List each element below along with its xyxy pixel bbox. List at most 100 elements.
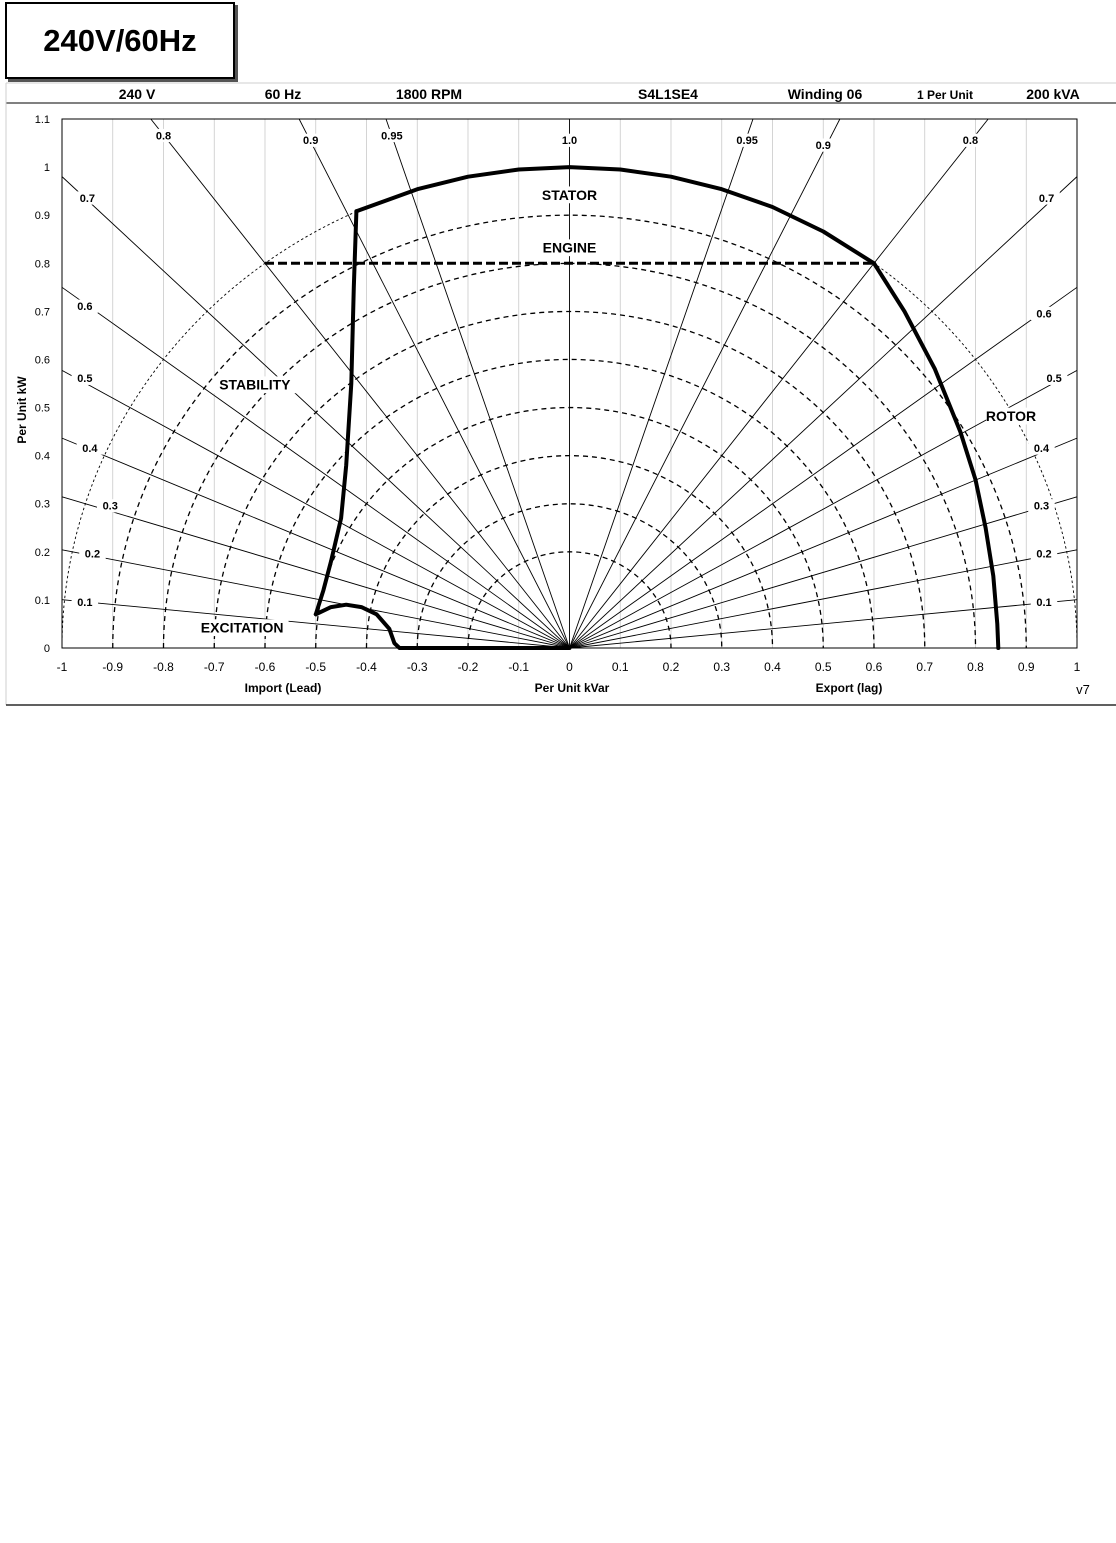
x-tick-label: -1 [57, 660, 68, 674]
x-tick-label: 0.9 [1018, 660, 1035, 674]
x-tick-label: 0.4 [764, 660, 781, 674]
pf-label-bg [71, 299, 99, 313]
region-label: STABILITY [219, 377, 291, 393]
x-axis-label: Per Unit kVar [535, 681, 610, 695]
rotor-limit-curve [872, 261, 1001, 650]
pf-label: 0.6 [77, 301, 92, 313]
pf-label: 0.7 [1039, 193, 1054, 205]
pf-label-bg [71, 371, 99, 385]
pf-label-bg [810, 138, 837, 152]
pf-label-bg [1028, 499, 1055, 513]
pf-label-bg [79, 547, 106, 561]
x-axis-label-right: Export (lag) [816, 681, 883, 695]
pf-label: 0.2 [85, 549, 100, 561]
pf-label: 0.9 [816, 140, 831, 152]
region-label: STATOR [542, 187, 597, 203]
y-tick-label: 0.3 [35, 499, 50, 511]
pf-line [385, 118, 570, 649]
pf-line [61, 549, 570, 649]
pf-label: 0.3 [103, 501, 118, 513]
x-tick-label: -0.8 [153, 660, 174, 674]
pf-label: 0.4 [1034, 443, 1050, 455]
x-tick-label: 0.1 [612, 660, 629, 674]
pf-line [569, 286, 1078, 649]
page-title: 240V/60Hz [5, 2, 235, 79]
pf-label-bg [297, 133, 324, 147]
region-label: ROTOR [986, 408, 1036, 424]
y-tick-label: 1 [44, 162, 50, 174]
y-tick-label: 0 [44, 643, 50, 655]
pf-line [298, 118, 570, 649]
axis-ticks: -1 -0.9 -0.8 -0.7 -0.6 -0.5 -0.4 -0.3 -0.2 -0.1 0 0… [35, 114, 1081, 674]
x-tick-label: 0.3 [713, 660, 730, 674]
y-axis-label: Per Unit kW [15, 376, 29, 444]
x-tick-label: -0.6 [255, 660, 276, 674]
x-tick-label: -0.1 [508, 660, 529, 674]
pf-line [569, 118, 841, 649]
pu-circle [112, 214, 1027, 649]
pf-label-bg [1030, 547, 1058, 561]
pf-label-bg [1030, 306, 1058, 321]
pf-label: 0.2 [1036, 549, 1051, 561]
pf-line [569, 496, 1078, 649]
pf-label: 0.1 [1036, 597, 1051, 609]
x-tick-label: 0 [566, 660, 573, 674]
x-tick-label: -0.2 [458, 660, 479, 674]
x-tick-label: 0.7 [916, 660, 933, 674]
pf-line [61, 286, 570, 649]
pf-line [569, 118, 754, 649]
region-label-bg [540, 239, 599, 257]
limit-curves [265, 165, 1001, 650]
pf-line [61, 369, 570, 649]
pf-label-bg [1030, 595, 1058, 609]
pf-label-bg [957, 133, 984, 147]
stability-limit-curve [313, 209, 359, 617]
y-tick-label: 0.5 [35, 403, 50, 415]
region-label: ENGINE [543, 240, 597, 256]
pf-label: 0.3 [1034, 501, 1049, 513]
pf-line [61, 599, 570, 649]
region-label-bg [195, 619, 289, 637]
pf-line [569, 599, 1078, 649]
pf-label: 0.1 [77, 597, 92, 609]
pf-label: 0.8 [156, 130, 171, 142]
header-rating: 200 kVA [1026, 86, 1079, 102]
pf-line [150, 118, 570, 649]
x-tick-label: 0.5 [815, 660, 832, 674]
y-tick-label: 0.4 [35, 451, 50, 463]
x-tick-label: 0.8 [967, 660, 984, 674]
region-label: EXCITATION [201, 620, 284, 636]
stator-limit-curve [354, 165, 876, 266]
pf-line [569, 437, 1078, 649]
header-unit: 1 Per Unit [917, 88, 973, 102]
x-tick-label: -0.4 [356, 660, 377, 674]
pf-label-bg [76, 441, 104, 455]
pf-label-bg [1028, 441, 1055, 455]
pf-label-bg [71, 595, 99, 609]
x-tick-label: 1 [1074, 660, 1081, 674]
pf-label: 0.8 [963, 135, 978, 147]
header-model: S4L1SE4 [638, 86, 698, 102]
pf-line [61, 437, 570, 649]
y-tick-label: 0.8 [35, 258, 50, 270]
region-label-bg [986, 407, 1036, 425]
header-voltage: 240 V [119, 86, 156, 102]
chart-labels: 0.8 0.9 0.95 0.7 0.6 0.5 0.4 0.3 0.2 0.1 1.0 0.95 0.… [71, 128, 1068, 637]
header-winding: Winding 06 [788, 86, 863, 102]
pf-label: 0.6 [1036, 308, 1051, 320]
y-tick-label: 0.7 [35, 306, 50, 318]
x-tick-label: 0.6 [866, 660, 883, 674]
pf-line [569, 176, 1078, 649]
pf-label: 0.4 [82, 443, 98, 455]
plot-frame [61, 118, 1078, 649]
x-tick-label: 0.2 [663, 660, 680, 674]
pu-circle [416, 503, 723, 649]
version-label: v7 [1076, 682, 1090, 697]
pf-label: 0.5 [77, 373, 92, 385]
header-frequency: 60 Hz [265, 86, 302, 102]
x-tick-label: -0.7 [204, 660, 225, 674]
y-tick-label: 0.1 [35, 595, 50, 607]
plot-area: 0.8 0.9 0.95 0.7 0.6 0.5 0.4 0.3 0.2 0.1 1.0 0.95 0.… [61, 118, 1078, 650]
pf-line [61, 496, 570, 649]
pf-label-bg [730, 133, 764, 147]
